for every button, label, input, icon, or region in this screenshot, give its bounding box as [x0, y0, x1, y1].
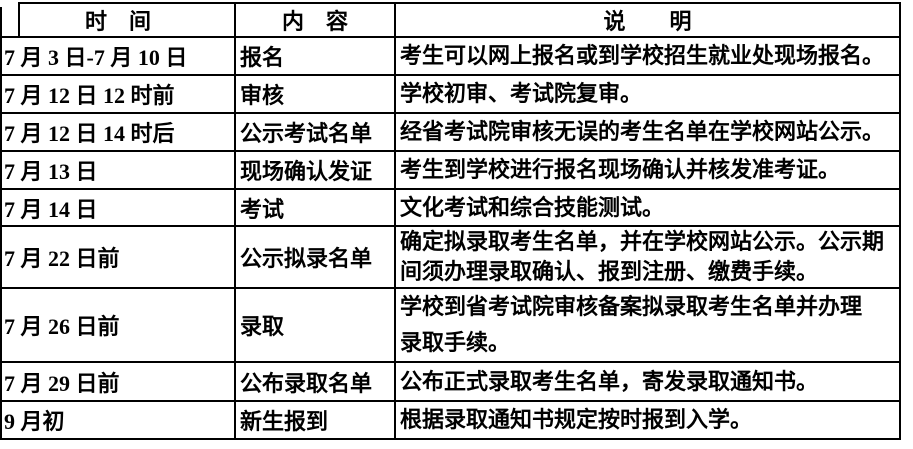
cell-desc: 学校到省考试院审核备案拟录取考生名单并办理 录取手续。	[394, 287, 901, 363]
table-row: 7 月 13 日 现场确认发证 考生到学校进行报名现场确认并核发准考证。	[0, 150, 901, 190]
table-row: 9 月初 新生报到 根据录取通知书规定按时报到入学。	[0, 400, 901, 440]
table-row: 7 月 22 日前 公示拟录名单 确定拟录取考生名单，并在学校网站公示。公示期 …	[0, 225, 901, 289]
cell-time: 7 月 14 日	[0, 188, 236, 227]
cell-desc: 学校初审、考试院复审。	[394, 74, 901, 114]
schedule-table: 时 间 内 容 说 明 7 月 3 日-7 月 10 日 报名 考生可以网上报名…	[0, 2, 901, 440]
cell-desc: 考生到学校进行报名现场确认并核发准考证。	[394, 150, 901, 190]
table-corner-mask	[0, 0, 18, 7]
table-row: 7 月 14 日 考试 文化考试和综合技能测试。	[0, 188, 901, 227]
cell-desc: 文化考试和综合技能测试。	[394, 188, 901, 227]
cell-desc: 经省考试院审核无误的考生名单在学校网站公示。	[394, 112, 901, 152]
cell-time: 7 月 12 日 12 时前	[0, 74, 236, 114]
cell-item: 公示拟录名单	[234, 225, 396, 289]
cell-time: 7 月 3 日-7 月 10 日	[0, 36, 236, 76]
cell-item: 新生报到	[234, 400, 396, 440]
cell-time: 9 月初	[0, 400, 236, 440]
cell-item: 录取	[234, 287, 396, 363]
cell-time: 7 月 13 日	[0, 150, 236, 190]
cell-desc: 考生可以网上报名或到学校招生就业处现场报名。	[394, 36, 901, 76]
header-cell-time: 时 间	[0, 2, 236, 38]
cell-desc: 公布正式录取考生名单，寄发录取通知书。	[394, 361, 901, 402]
cell-item: 考试	[234, 188, 396, 227]
cell-item: 公示考试名单	[234, 112, 396, 152]
cell-item: 现场确认发证	[234, 150, 396, 190]
cell-time: 7 月 29 日前	[0, 361, 236, 402]
cell-desc: 确定拟录取考生名单，并在学校网站公示。公示期 间须办理录取确认、报到注册、缴费手…	[394, 225, 901, 289]
header-left-border	[18, 2, 20, 37]
header-cell-item: 内 容	[234, 2, 396, 38]
cell-time: 7 月 22 日前	[0, 225, 236, 289]
cell-time: 7 月 26 日前	[0, 287, 236, 363]
cell-time: 7 月 12 日 14 时后	[0, 112, 236, 152]
cell-desc: 根据录取通知书规定按时报到入学。	[394, 400, 901, 440]
cell-item: 报名	[234, 36, 396, 76]
table-header-row: 时 间 内 容 说 明	[0, 2, 901, 38]
table-row: 7 月 12 日 14 时后 公示考试名单 经省考试院审核无误的考生名单在学校网…	[0, 112, 901, 152]
table-row: 7 月 26 日前 录取 学校到省考试院审核备案拟录取考生名单并办理 录取手续。	[0, 287, 901, 363]
table-row: 7 月 3 日-7 月 10 日 报名 考生可以网上报名或到学校招生就业处现场报…	[0, 36, 901, 76]
cell-item: 公布录取名单	[234, 361, 396, 402]
table-row: 7 月 29 日前 公布录取名单 公布正式录取考生名单，寄发录取通知书。	[0, 361, 901, 402]
header-cell-desc: 说 明	[394, 2, 901, 38]
table-row: 7 月 12 日 12 时前 审核 学校初审、考试院复审。	[0, 74, 901, 114]
cell-item: 审核	[234, 74, 396, 114]
